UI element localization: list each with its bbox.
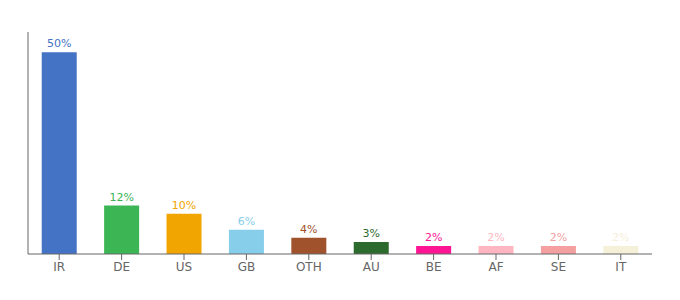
svg-text:IT: IT [615, 260, 627, 274]
svg-text:50%: 50% [47, 37, 71, 50]
svg-text:2%: 2% [550, 231, 567, 244]
svg-text:10%: 10% [172, 199, 196, 212]
svg-text:US: US [176, 260, 192, 274]
svg-text:SE: SE [551, 260, 566, 274]
svg-text:2%: 2% [487, 231, 504, 244]
svg-text:OTH: OTH [296, 260, 322, 274]
svg-text:GB: GB [238, 260, 256, 274]
svg-text:6%: 6% [238, 215, 255, 228]
svg-text:2%: 2% [612, 231, 629, 244]
svg-text:2%: 2% [425, 231, 442, 244]
svg-text:BE: BE [426, 260, 442, 274]
svg-text:DE: DE [113, 260, 130, 274]
svg-text:3%: 3% [363, 227, 380, 240]
svg-text:12%: 12% [109, 191, 133, 204]
svg-text:AU: AU [363, 260, 380, 274]
svg-text:4%: 4% [300, 223, 317, 236]
svg-text:IR: IR [53, 260, 65, 274]
svg-text:AF: AF [488, 260, 503, 274]
